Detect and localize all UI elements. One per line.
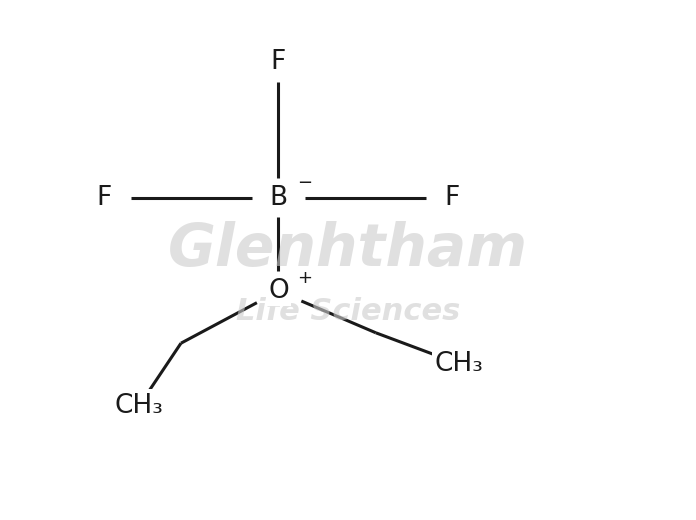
Text: Life Sciences: Life Sciences xyxy=(236,297,460,327)
Text: +: + xyxy=(297,269,313,287)
Text: F: F xyxy=(97,185,112,211)
Text: CH₃: CH₃ xyxy=(115,393,164,419)
Text: F: F xyxy=(271,49,286,75)
Text: F: F xyxy=(445,185,460,211)
Text: Glenhtham: Glenhtham xyxy=(168,221,528,278)
Text: −: − xyxy=(297,174,313,192)
Text: B: B xyxy=(269,185,287,211)
Text: O: O xyxy=(268,278,289,304)
Text: CH₃: CH₃ xyxy=(435,351,484,377)
